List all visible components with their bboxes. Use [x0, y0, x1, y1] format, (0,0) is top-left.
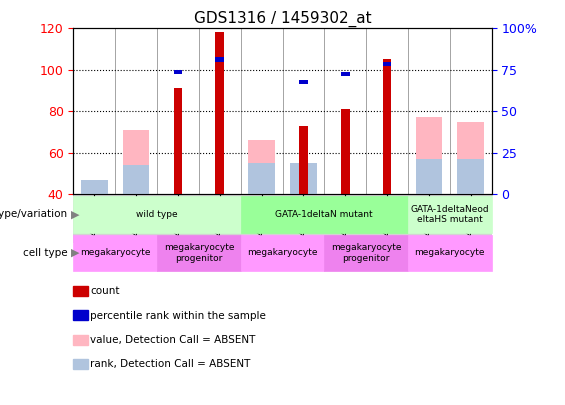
Bar	[215, 58, 224, 62]
Bar	[290, 163, 316, 194]
Bar	[458, 122, 484, 194]
Text: genotype/variation: genotype/variation	[0, 209, 68, 220]
Bar	[458, 159, 484, 194]
Text: ▶: ▶	[71, 209, 79, 220]
Bar	[249, 140, 275, 194]
Bar	[341, 109, 350, 194]
Text: percentile rank within the sample: percentile rank within the sample	[90, 311, 266, 321]
Title: GDS1316 / 1459302_at: GDS1316 / 1459302_at	[194, 11, 371, 27]
Text: rank, Detection Call = ABSENT: rank, Detection Call = ABSENT	[90, 359, 251, 369]
Bar	[299, 126, 308, 194]
Bar	[123, 130, 149, 194]
Text: megakaryocyte: megakaryocyte	[247, 248, 318, 257]
Text: megakaryocyte: megakaryocyte	[415, 248, 485, 257]
Text: megakaryocyte
progenitor: megakaryocyte progenitor	[164, 243, 234, 262]
Bar	[249, 163, 275, 194]
Bar	[173, 88, 182, 194]
Text: count: count	[90, 286, 120, 296]
Bar	[383, 60, 392, 194]
Bar	[123, 165, 149, 194]
Text: ▶: ▶	[71, 248, 79, 258]
Bar	[383, 62, 392, 66]
Bar	[173, 70, 182, 74]
Text: wild type: wild type	[136, 210, 178, 219]
Text: value, Detection Call = ABSENT: value, Detection Call = ABSENT	[90, 335, 256, 345]
Bar	[299, 80, 308, 84]
Bar	[215, 32, 224, 194]
Bar	[81, 179, 107, 194]
Text: cell type: cell type	[23, 248, 68, 258]
Bar	[341, 72, 350, 76]
Text: megakaryocyte
progenitor: megakaryocyte progenitor	[331, 243, 401, 262]
Text: GATA-1deltaN mutant: GATA-1deltaN mutant	[276, 210, 373, 219]
Text: megakaryocyte: megakaryocyte	[80, 248, 150, 257]
Bar	[416, 117, 442, 194]
Text: GATA-1deltaNeod
eltaHS mutant: GATA-1deltaNeod eltaHS mutant	[410, 205, 489, 224]
Bar	[81, 179, 107, 194]
Bar	[416, 159, 442, 194]
